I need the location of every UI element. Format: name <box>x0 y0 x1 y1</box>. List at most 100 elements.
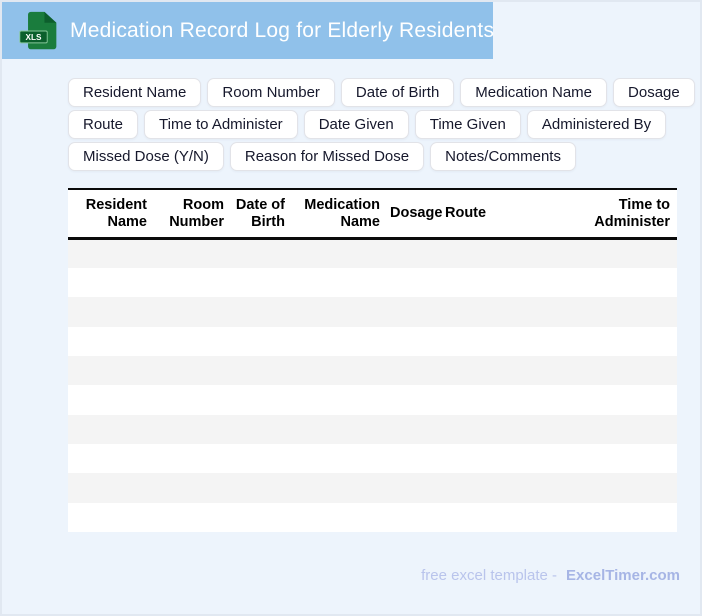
table-cell <box>290 415 385 444</box>
chip-row: Route Time to Administer Date Given Time Gi… <box>68 110 695 139</box>
table-cell <box>385 444 440 473</box>
table-cell <box>290 444 385 473</box>
table-cell <box>229 415 290 444</box>
table-cell <box>290 356 385 385</box>
table-cell <box>487 356 677 385</box>
page-title: Medication Record Log for Elderly Reside… <box>70 18 495 42</box>
table-cell <box>229 385 290 414</box>
field-chip[interactable]: Notes/Comments <box>430 142 576 171</box>
table-cell <box>152 444 229 473</box>
table-row <box>68 238 677 269</box>
table-cell <box>290 385 385 414</box>
field-chip[interactable]: Time Given <box>414 110 521 139</box>
table-cell <box>487 385 677 414</box>
table-cell <box>440 444 487 473</box>
table-cell <box>68 385 152 414</box>
table-cell <box>487 239 677 268</box>
field-chip[interactable]: Dosage <box>613 78 695 107</box>
field-chip[interactable]: Administered By <box>526 110 667 139</box>
table-cell <box>290 268 385 297</box>
field-chip[interactable]: Date of Birth <box>340 78 455 107</box>
table-cell <box>68 268 152 297</box>
column-header: Medication Name <box>290 188 385 241</box>
table-cell <box>440 415 487 444</box>
table-cell <box>385 297 440 326</box>
record-table-wrap: Resident Name Room Number Date of Birth Med… <box>68 188 677 532</box>
table-row <box>68 356 677 386</box>
table-cell <box>68 415 152 444</box>
field-chip[interactable]: Missed Dose (Y/N) <box>68 142 224 171</box>
table-cell <box>229 268 290 297</box>
table-cell <box>385 239 440 268</box>
table-cell <box>68 444 152 473</box>
table-header-row: Resident Name Room Number Date of Birth Med… <box>68 188 677 241</box>
table-cell <box>385 268 440 297</box>
table-cell <box>440 356 487 385</box>
field-chip[interactable]: Route <box>68 110 139 139</box>
chip-row: Resident Name Room Number Date of Birth Med… <box>68 78 695 107</box>
table-cell <box>487 503 677 532</box>
table-cell <box>152 385 229 414</box>
field-chip[interactable]: Medication Name <box>460 78 608 107</box>
table-cell <box>440 327 487 356</box>
table-cell <box>290 239 385 268</box>
table-row <box>68 385 677 415</box>
table-cell <box>229 297 290 326</box>
table-cell <box>487 327 677 356</box>
table-cell <box>68 297 152 326</box>
table-row <box>68 502 677 532</box>
table-cell <box>68 239 152 268</box>
table-cell <box>229 327 290 356</box>
table-row <box>68 326 677 357</box>
table-cell <box>487 444 677 473</box>
table-cell <box>229 473 290 502</box>
table-cell <box>440 385 487 414</box>
column-header: Time to Administer <box>487 188 677 241</box>
field-chip[interactable]: Room Number <box>207 78 335 107</box>
table-cell <box>229 239 290 268</box>
table-cell <box>152 297 229 326</box>
table-cell <box>152 239 229 268</box>
field-chip[interactable]: Resident Name <box>68 78 202 107</box>
field-chip[interactable]: Date Given <box>303 110 409 139</box>
table-cell <box>440 473 487 502</box>
field-chip[interactable]: Reason for Missed Dose <box>229 142 425 171</box>
table-cell <box>152 415 229 444</box>
table-cell <box>152 473 229 502</box>
chip-row: Missed Dose (Y/N) Reason for Missed Dose N… <box>68 142 695 171</box>
column-header: Room Number <box>152 188 229 241</box>
column-header: Date of Birth <box>229 188 290 241</box>
table-cell <box>487 473 677 502</box>
table-cell <box>385 327 440 356</box>
table-cell <box>152 503 229 532</box>
field-chip[interactable]: Time to Administer <box>144 110 298 139</box>
table-cell <box>440 297 487 326</box>
table-cell <box>68 473 152 502</box>
table-row <box>68 473 677 503</box>
footer: free excel template - ExcelTimer.com <box>421 567 680 584</box>
xls-icon-label: XLS <box>26 33 42 42</box>
table-cell <box>68 356 152 385</box>
footer-brand-link[interactable]: ExcelTimer.com <box>566 567 680 584</box>
table-cell <box>290 473 385 502</box>
table-cell <box>290 297 385 326</box>
table-cell <box>440 268 487 297</box>
table-row <box>68 414 677 444</box>
table-cell <box>440 239 487 268</box>
table-cell <box>290 327 385 356</box>
table-cell <box>487 297 677 326</box>
xls-file-icon: XLS <box>19 11 57 49</box>
table-cell <box>229 444 290 473</box>
table-cell <box>385 385 440 414</box>
table-cell <box>68 503 152 532</box>
table-cell <box>440 503 487 532</box>
column-header: Dosage <box>385 188 442 241</box>
column-header: Route <box>440 188 487 241</box>
table-cell <box>68 327 152 356</box>
table-cell <box>290 503 385 532</box>
table-row <box>68 443 677 474</box>
table-cell <box>229 356 290 385</box>
table-cell <box>385 503 440 532</box>
table-cell <box>152 356 229 385</box>
